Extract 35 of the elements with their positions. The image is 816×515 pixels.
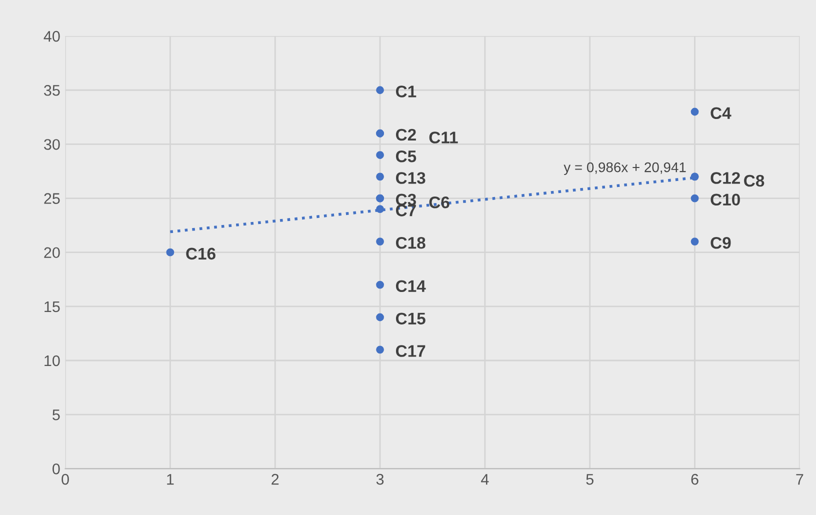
annotation: C9 xyxy=(710,236,731,249)
y-tick-label: 35 xyxy=(44,84,60,96)
annotation: C4 xyxy=(710,107,732,120)
annotation: C2 xyxy=(396,128,416,141)
annotation: C8 xyxy=(744,174,764,187)
y-tick-label: 20 xyxy=(44,247,60,258)
annotation: C12 xyxy=(710,172,740,184)
annotation: C3 xyxy=(396,194,416,206)
annotation: y = 0,986x + 20,941 xyxy=(564,162,686,175)
y-tick-label: 30 xyxy=(44,139,60,150)
annotation: C6 xyxy=(429,196,450,208)
x-tick-label: 3 xyxy=(376,474,384,485)
annotation: C16 xyxy=(186,248,216,260)
x-tick-label: 2 xyxy=(272,474,279,485)
y-tick-label: 40 xyxy=(44,30,60,42)
y-tick-label: 15 xyxy=(44,301,60,312)
x-tick-label: 5 xyxy=(586,474,594,485)
annotation: C17 xyxy=(396,345,426,357)
annotation: C13 xyxy=(396,172,426,184)
x-tick-label: 4 xyxy=(481,474,489,485)
annotation: C18 xyxy=(396,236,426,249)
annotation: C10 xyxy=(710,194,740,206)
y-tick-label: 25 xyxy=(44,193,60,204)
annotation: C5 xyxy=(396,150,416,162)
x-tick-label: 0 xyxy=(62,474,69,485)
x-tick-label: 7 xyxy=(796,474,804,485)
y-tick-label: 0 xyxy=(52,464,60,474)
y-tick-label: 5 xyxy=(52,410,60,420)
annotation: C15 xyxy=(396,312,426,324)
y-tick-label: 10 xyxy=(44,355,60,366)
x-tick-label: 1 xyxy=(167,474,174,485)
annotation: C14 xyxy=(396,280,426,292)
x-tick-label: 6 xyxy=(691,474,698,485)
annotation: C1 xyxy=(396,86,416,98)
annotation: C11 xyxy=(429,132,458,144)
